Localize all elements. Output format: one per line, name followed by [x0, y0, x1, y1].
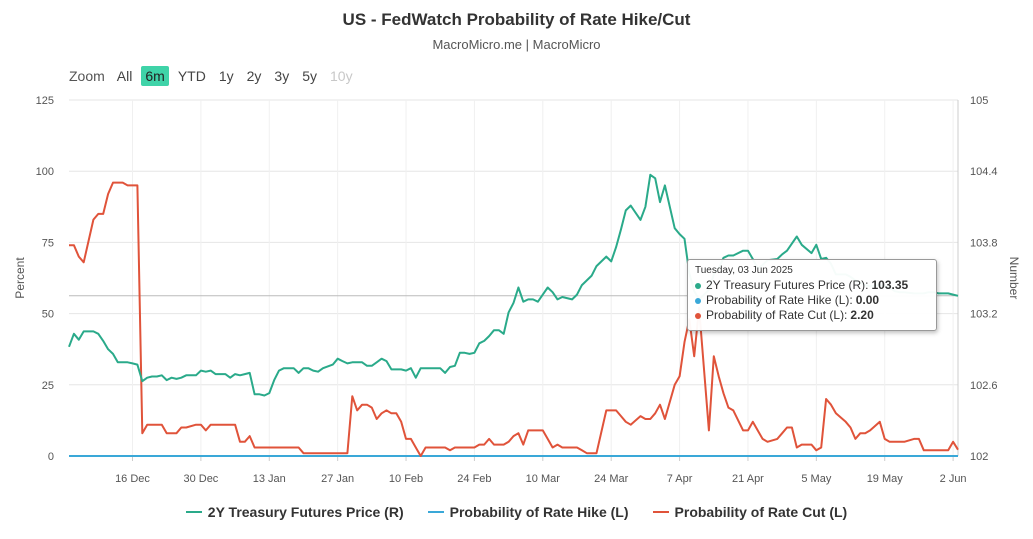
x-axis-tick-label: 13 Jan: [253, 473, 286, 485]
zoom-5y-button[interactable]: 5y: [302, 68, 317, 84]
x-axis-tick-label: 19 May: [867, 473, 904, 485]
tooltip-row-price: 2Y Treasury Futures Price (R): 103.35: [695, 278, 929, 293]
legend-item-cut[interactable]: Probability of Rate Cut (L): [652, 504, 848, 520]
tooltip-row-cut: Probability of Rate Cut (L): 2.20: [695, 308, 929, 323]
zoom-1y-button[interactable]: 1y: [218, 68, 234, 84]
price-line-icon: [185, 511, 202, 513]
cut-line-icon: [652, 511, 669, 513]
hike-line-icon: [427, 511, 444, 513]
right-axis-tick-label: 105: [970, 95, 988, 107]
zoom-ytd-button[interactable]: YTD: [177, 68, 206, 84]
right-axis-tick-label: 102: [970, 451, 988, 463]
chart-legend: 2Y Treasury Futures Price (R) Probabilit…: [0, 504, 1033, 520]
left-axis-title: Percent: [13, 257, 27, 299]
right-axis-title: Number: [1007, 257, 1021, 300]
left-axis-tick-label: 100: [36, 166, 54, 178]
zoom-label: Zoom: [69, 68, 105, 84]
right-axis-tick-label: 104.4: [970, 166, 998, 178]
left-axis-tick-label: 75: [42, 237, 54, 249]
hover-tooltip: Tuesday, 03 Jun 2025 2Y Treasury Futures…: [687, 259, 937, 331]
right-axis-tick-label: 103.2: [970, 309, 998, 321]
left-axis-tick-label: 125: [36, 95, 54, 107]
series-line-price: [68, 173, 959, 397]
x-axis-tick-label: 30 Dec: [183, 473, 218, 485]
x-axis-tick-label: 2 Jun: [940, 473, 967, 485]
legend-item-hike[interactable]: Probability of Rate Hike (L): [427, 504, 629, 520]
price-dot-icon: [695, 282, 701, 289]
legend-item-price[interactable]: 2Y Treasury Futures Price (R): [185, 504, 404, 520]
x-axis-tick-label: 10 Mar: [526, 473, 561, 485]
left-axis-tick-label: 25: [42, 380, 54, 392]
legend-cut-label: Probability of Rate Cut (L): [674, 504, 848, 520]
hike-dot-icon: [695, 297, 701, 304]
tooltip-cut-label: Probability of Rate Cut (L):: [706, 308, 848, 322]
right-axis-tick-label: 102.6: [970, 380, 998, 392]
legend-hike-label: Probability of Rate Hike (L): [449, 504, 629, 520]
x-axis-tick-label: 5 May: [801, 473, 831, 485]
left-axis-tick-label: 0: [48, 451, 54, 463]
zoom-all-button[interactable]: All: [116, 68, 133, 84]
zoom-bar: Zoom All 6m YTD 1y 2y 3y 5y 10y: [69, 66, 362, 86]
tooltip-hike-label: Probability of Rate Hike (L):: [706, 293, 853, 307]
tooltip-row-hike: Probability of Rate Hike (L): 0.00: [695, 293, 929, 308]
zoom-10y-button: 10y: [330, 68, 353, 84]
left-axis-tick-label: 50: [42, 309, 54, 321]
zoom-6m-button[interactable]: 6m: [141, 66, 169, 86]
zoom-3y-button[interactable]: 3y: [274, 68, 290, 84]
x-axis-tick-label: 7 Apr: [667, 473, 693, 485]
right-axis-tick-label: 103.8: [970, 237, 998, 249]
cut-dot-icon: [695, 312, 701, 319]
chart-subtitle: MacroMicro.me | MacroMicro: [432, 37, 601, 52]
x-axis-tick-label: 27 Jan: [321, 473, 354, 485]
tooltip-price-label: 2Y Treasury Futures Price (R):: [706, 278, 869, 292]
x-axis-tick-label: 16 Dec: [115, 473, 150, 485]
chart-title: US - FedWatch Probability of Rate Hike/C…: [342, 10, 691, 29]
x-axis-tick-label: 21 Apr: [732, 473, 764, 485]
tooltip-cut-value: 2.20: [850, 308, 874, 322]
x-axis-tick-label: 10 Feb: [389, 473, 423, 485]
x-axis-tick-label: 24 Feb: [457, 473, 491, 485]
tooltip-date: Tuesday, 03 Jun 2025: [695, 265, 793, 276]
series-line-cut: [69, 181, 959, 457]
zoom-2y-button[interactable]: 2y: [246, 68, 262, 84]
legend-price-label: 2Y Treasury Futures Price (R): [207, 504, 404, 520]
x-axis-tick-label: 24 Mar: [594, 473, 629, 485]
tooltip-price-value: 103.35: [871, 278, 909, 292]
tooltip-hike-value: 0.00: [855, 293, 880, 307]
